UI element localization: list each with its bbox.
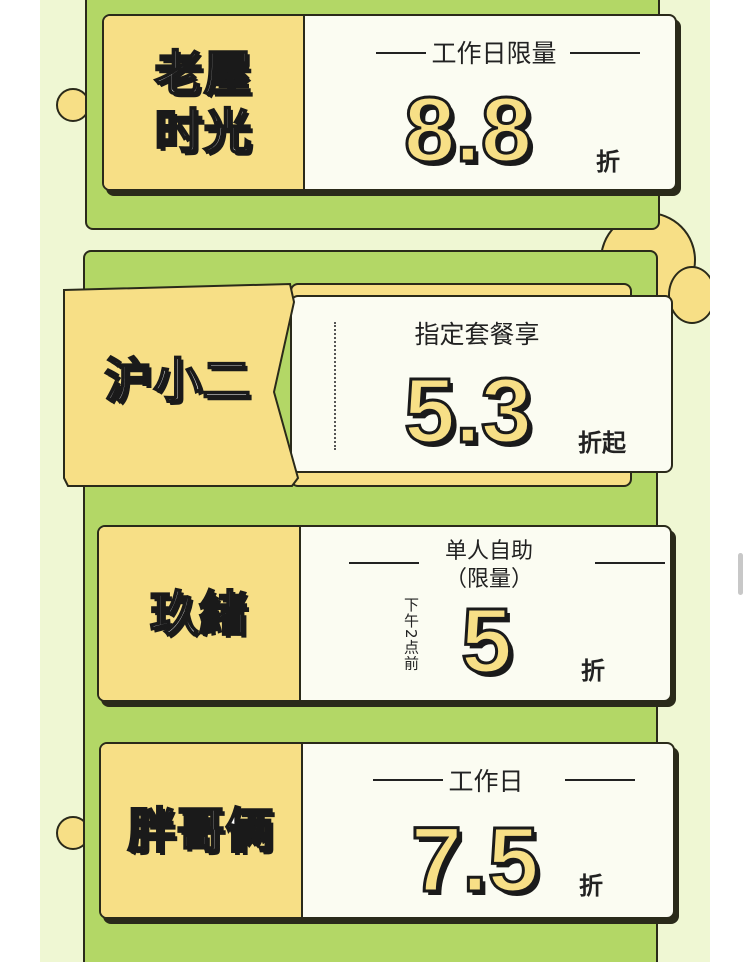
shop-name-line: 时光 — [153, 103, 253, 161]
shop-name-line: 老屋 — [153, 45, 253, 103]
shop-name: 老屋 时光 — [153, 45, 253, 161]
offer-subtitle: 指定套餐享 — [414, 320, 540, 349]
shop-name: 胖哥俩 — [126, 802, 275, 860]
divider-line — [349, 562, 419, 564]
divider-line — [565, 779, 635, 781]
shop-name-box: 玖緒 — [99, 527, 301, 700]
shop-name: 沪小二 — [103, 352, 252, 410]
discount-value: 7.5 — [410, 809, 541, 911]
discount-value: 8.8 — [403, 79, 534, 181]
offer-card-huxiaoer: 指定套餐享 5.3 折起 — [290, 295, 673, 473]
discount-unit: 折起 — [578, 429, 626, 457]
discount-value: 5 — [459, 590, 513, 692]
time-note: 下午2点前 — [402, 597, 420, 672]
shop-name-box: 老屋 时光 — [104, 16, 305, 189]
shop-name: 玖緒 — [149, 585, 248, 643]
divider-line — [376, 52, 426, 54]
decor-circle — [56, 88, 90, 122]
dotted-separator — [334, 322, 336, 450]
offer-card-laowu: 老屋 时光 工作日限量 8.8 折 — [102, 14, 677, 191]
offer-subtitle-limit: （限量） — [444, 567, 533, 592]
offer-subtitle: 单人自助 — [444, 539, 533, 564]
divider-line — [570, 52, 640, 54]
decor-circle — [668, 266, 710, 324]
offer-card-jiuxu: 玖緒 单人自助 （限量） 下午2点前 5 折 — [97, 525, 672, 702]
divider-line — [595, 562, 665, 564]
discount-unit: 折 — [581, 657, 605, 685]
divider-line — [373, 779, 443, 781]
poster: 老屋 时光 工作日限量 8.8 折 指定套餐享 5.3 折起 沪小二 玖緒 单人自… — [40, 0, 710, 962]
ticket-name-tab — [63, 282, 300, 487]
scrollbar[interactable] — [738, 553, 743, 595]
offer-subtitle: 工作日 — [448, 767, 524, 796]
shop-name-box: 胖哥俩 — [101, 744, 303, 917]
discount-unit: 折 — [596, 148, 620, 176]
discount-unit: 折 — [579, 872, 603, 900]
discount-value: 5.3 — [403, 360, 534, 462]
offer-subtitle: 工作日限量 — [431, 39, 557, 68]
offer-card-pangge: 胖哥俩 工作日 7.5 折 — [99, 742, 675, 919]
